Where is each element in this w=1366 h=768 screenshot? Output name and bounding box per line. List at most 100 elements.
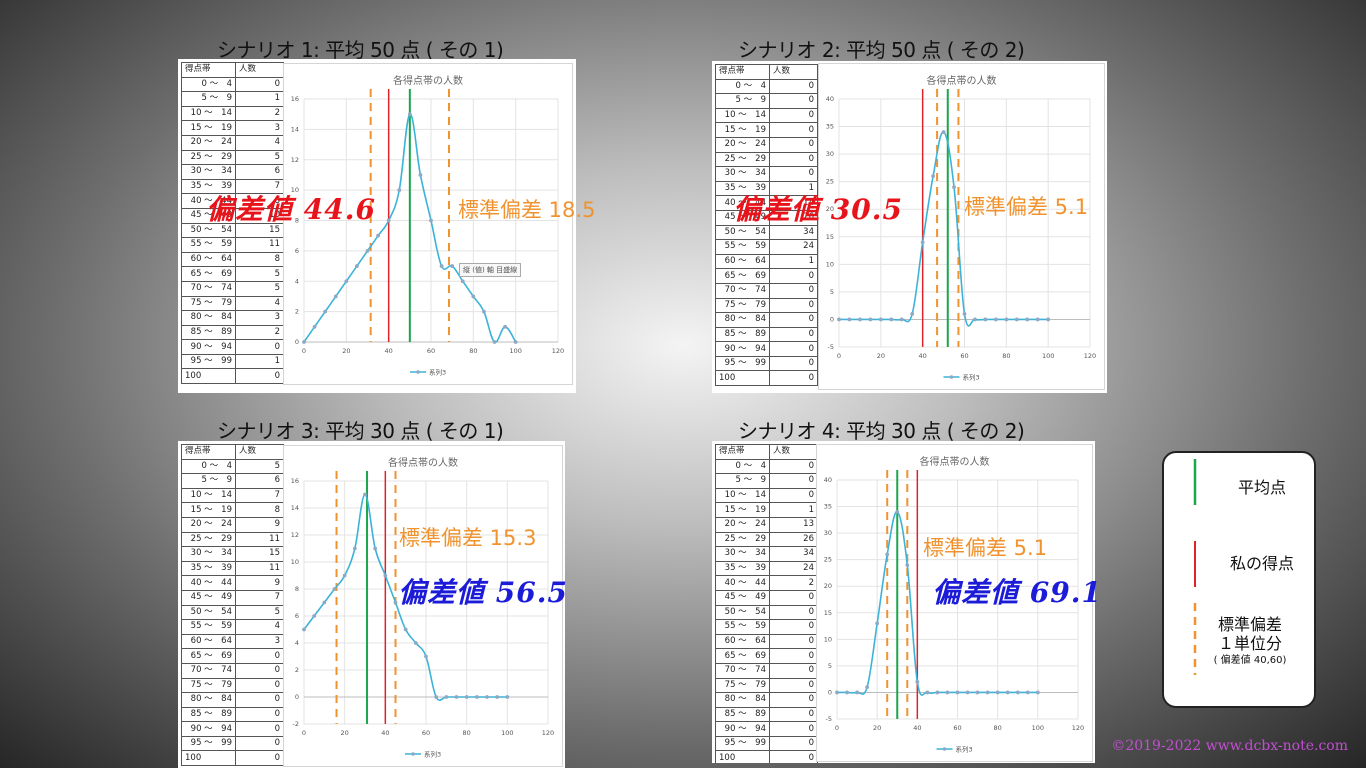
range-cell: 85 ～ 89: [181, 706, 236, 723]
count-cell: 11: [235, 560, 284, 577]
count-header: 人数: [769, 64, 818, 80]
range-cell: 80 ～ 84: [181, 692, 236, 708]
data-point: [1005, 690, 1010, 695]
range-cell: 65 ～ 69: [715, 268, 770, 284]
x-tick-label: 0: [837, 352, 841, 360]
table-row: 60 ～ 64 3: [181, 633, 284, 650]
x-tick-label: 100: [501, 729, 513, 737]
data-point: [1046, 317, 1051, 322]
table-row: 70 ～ 74 0: [715, 662, 818, 679]
data-point: [513, 340, 518, 344]
chart-title: 各得点帯の人数: [393, 76, 463, 87]
table-row: 60 ～ 64 0: [715, 633, 818, 650]
y-tick-label: 15: [826, 233, 834, 241]
table-row: 50 ～ 54 0: [715, 604, 818, 621]
count-cell: 4: [235, 295, 284, 312]
count-cell: 0: [769, 341, 818, 357]
count-cell: 5: [235, 280, 284, 297]
count-cell: 0: [235, 677, 284, 694]
count-cell: 5: [235, 149, 284, 166]
range-cell: 0 ～ 4: [715, 458, 770, 475]
range-cell: 95 ～ 99: [715, 355, 770, 372]
table-row: 80 ～ 84 0: [181, 692, 284, 708]
range-cell: 55 ～ 59: [715, 619, 770, 635]
range-cell: 30 ～ 34: [181, 164, 236, 180]
data-point: [505, 695, 510, 699]
count-cell: 0: [769, 677, 818, 694]
y-tick-label: 20: [826, 205, 834, 213]
count-cell: 9: [235, 516, 284, 533]
y-tick-label: 2: [295, 308, 299, 316]
table-row: 75 ～ 79 0: [715, 297, 818, 314]
count-cell: 8: [235, 502, 284, 518]
range-cell: 95 ～ 99: [181, 353, 236, 370]
count-cell: 0: [769, 166, 818, 182]
data-point: [373, 546, 378, 551]
chart-area: 各得点帯の人数 0 20 40 60 80 100 120 -5 0 5 10 15 20 25 30 35 4…: [816, 444, 1093, 762]
table-row: 40 ～ 44 9: [181, 575, 284, 591]
range-cell: 90 ～ 94: [715, 341, 770, 357]
range-cell: 15 ～ 19: [181, 120, 236, 136]
data-point: [865, 685, 870, 690]
y-tick-label: 5: [830, 288, 834, 296]
range-cell: 25 ～ 29: [715, 151, 770, 168]
range-cell: 90 ～ 94: [715, 721, 770, 737]
y-tick-label: 40: [826, 95, 834, 103]
std-deviation-label: 標準偏差 5.1: [923, 536, 1048, 560]
data-point: [439, 264, 444, 268]
data-point: [418, 173, 423, 177]
range-cell: 20 ～ 24: [715, 136, 770, 153]
count-cell: 0: [769, 297, 818, 314]
y-tick-label: 4: [295, 277, 299, 285]
table-row: 100 0: [181, 750, 284, 767]
count-cell: 0: [235, 662, 284, 679]
data-point: [302, 340, 306, 344]
table-row: 85 ～ 89 0: [715, 326, 818, 343]
x-tick-label: 120: [552, 347, 564, 355]
range-cell: 5 ～ 9: [181, 91, 236, 107]
x-tick-label: 40: [913, 724, 921, 732]
data-point: [1025, 317, 1030, 322]
range-cell: 75 ～ 79: [181, 295, 236, 312]
x-tick-label: 120: [542, 729, 554, 737]
count-cell: 7: [235, 589, 284, 606]
range-cell: 80 ～ 84: [181, 310, 236, 326]
count-cell: 26: [769, 531, 818, 548]
x-tick-label: 100: [1032, 724, 1044, 732]
std-deviation-label: 標準偏差 5.1: [964, 195, 1089, 219]
count-cell: 34: [769, 546, 818, 562]
y-tick-label: 0: [828, 688, 832, 696]
x-tick-label: 0: [302, 729, 306, 737]
count-header: 人数: [769, 444, 818, 460]
data-point: [899, 317, 904, 322]
range-cell: 55 ～ 59: [181, 619, 236, 635]
table-row: 45 ～ 49 7: [181, 589, 284, 606]
data-point: [397, 188, 402, 193]
table-row: 25 ～ 29 0: [715, 151, 818, 168]
deviation-value-label: 偏差値 30.5: [733, 193, 903, 226]
y-tick-label: 0: [295, 693, 299, 701]
table-row: 65 ～ 69 5: [181, 266, 284, 282]
table-row: 15 ～ 19 1: [715, 502, 818, 518]
line-chart: 0 20 40 60 80 100 120 0 2 4 6 8 10 12 14 16 系列3: [291, 89, 564, 377]
data-point: [434, 695, 439, 699]
count-cell: 0: [769, 326, 818, 343]
count-cell: 0: [769, 604, 818, 621]
chart-title: 各得点帯の人数: [388, 458, 458, 469]
table-row: 90 ～ 94 0: [181, 339, 284, 355]
data-point: [383, 573, 388, 578]
table-row: 20 ～ 24 4: [181, 134, 284, 151]
data-point: [474, 695, 479, 699]
legend-marker: [411, 752, 415, 756]
y-tick-label: 25: [824, 556, 832, 564]
count-cell: 5: [235, 266, 284, 282]
range-cell: 20 ～ 24: [181, 134, 236, 151]
y-tick-label: 25: [826, 178, 834, 186]
range-cell: 5 ～ 9: [715, 473, 770, 489]
data-point: [1015, 690, 1020, 695]
data-point: [495, 695, 500, 699]
count-cell: 0: [235, 648, 284, 664]
